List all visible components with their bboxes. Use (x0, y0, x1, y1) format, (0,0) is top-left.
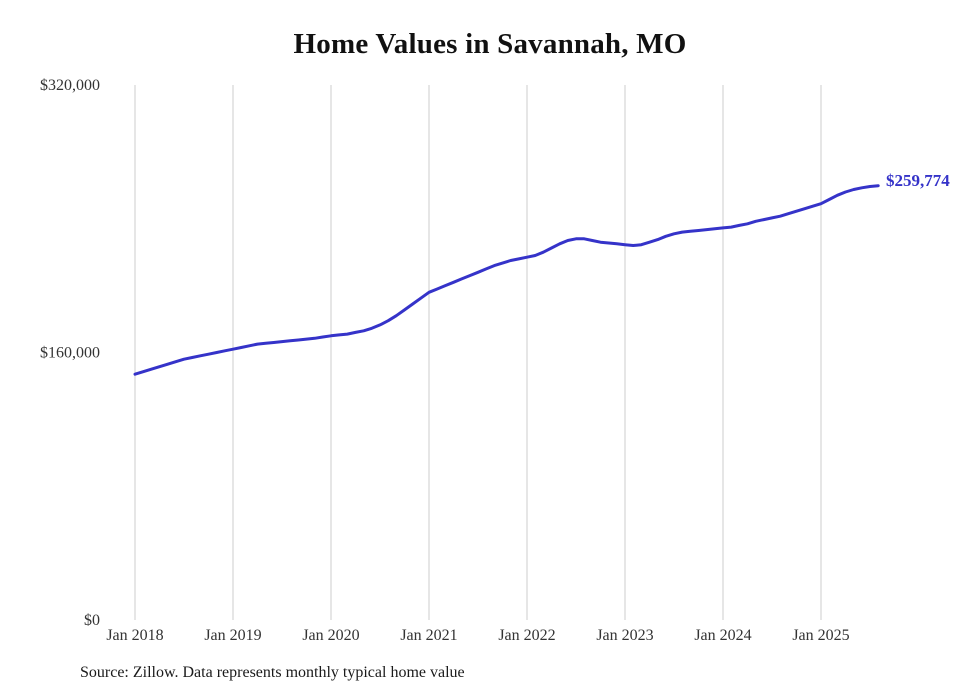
latest-value-label: $259,774 (886, 171, 950, 190)
x-tick-label: Jan 2018 (106, 627, 163, 644)
home-value-line (133, 184, 880, 376)
x-tick-label: Jan 2023 (596, 627, 653, 644)
x-tick-label: Jan 2022 (498, 627, 555, 644)
x-tick-label: Jan 2024 (694, 627, 751, 644)
chart-title: Home Values in Savannah, MO (293, 28, 687, 60)
gridlines (134, 85, 822, 620)
y-axis-labels: $0 $160,000 $320,000 (40, 77, 100, 629)
source-note: Source: Zillow. Data represents monthly … (80, 664, 465, 681)
y-tick-label: $0 (84, 612, 100, 629)
x-tick-label: Jan 2019 (204, 627, 261, 644)
x-tick-label: Jan 2021 (400, 627, 457, 644)
x-tick-label: Jan 2020 (302, 627, 359, 644)
x-tick-label: Jan 2025 (792, 627, 849, 644)
x-axis-labels: Jan 2018 Jan 2019 Jan 2020 Jan 2021 Jan 2022… (106, 627, 849, 644)
y-tick-label: $160,000 (40, 345, 100, 362)
y-tick-label: $320,000 (40, 77, 100, 94)
